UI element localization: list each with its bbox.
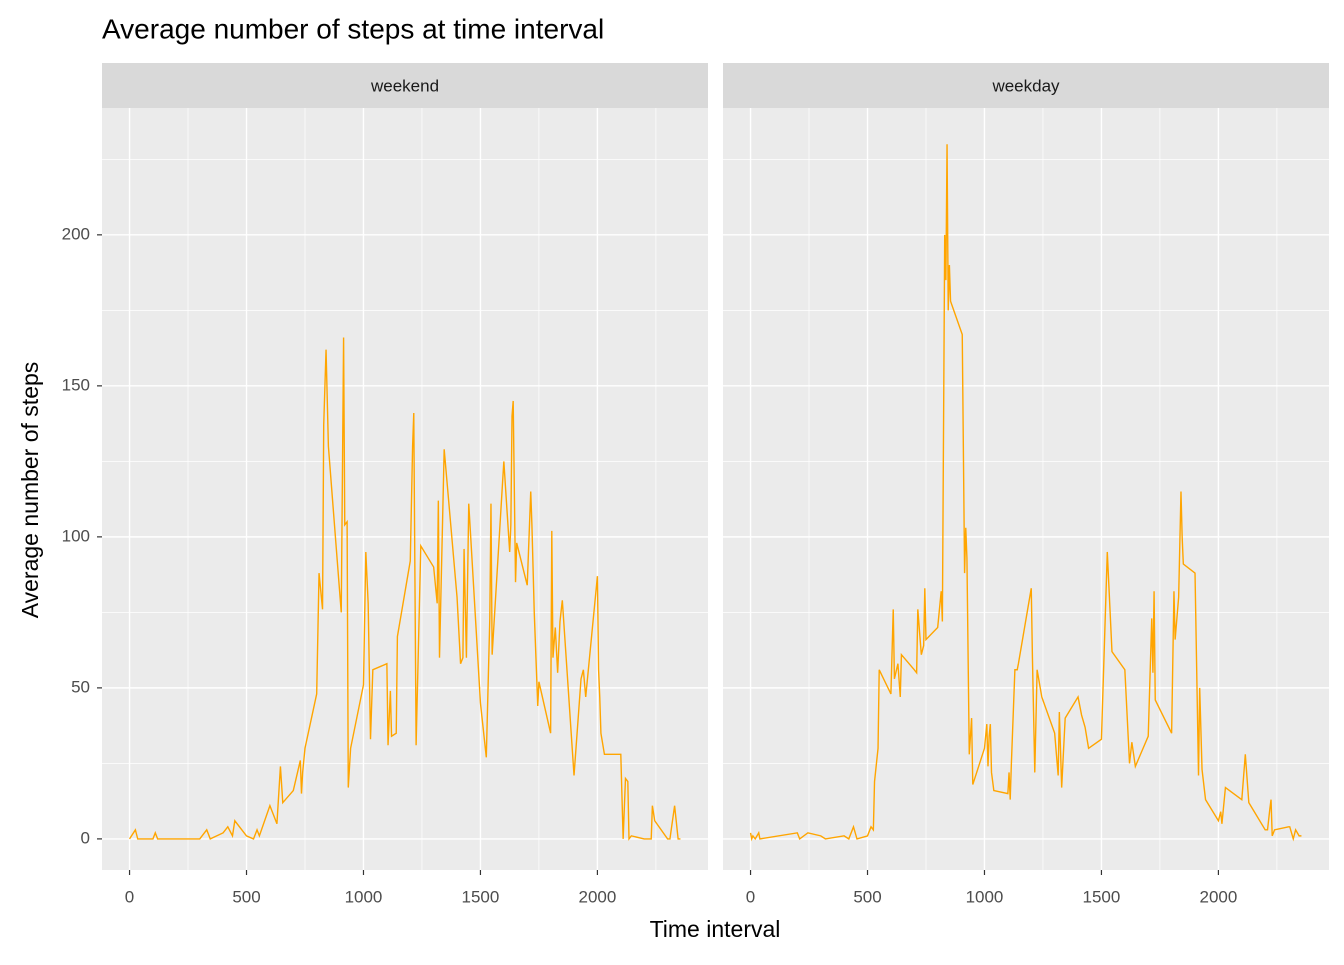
y-tick-label: 0 [81, 828, 90, 847]
x-tick-label: 1500 [1083, 887, 1121, 906]
y-tick-label: 150 [62, 375, 90, 394]
panel-background [102, 108, 708, 870]
data-line [128, 337, 681, 841]
x-tick-label: 2000 [1199, 887, 1237, 906]
y-tick-label: 50 [71, 677, 90, 696]
y-tick-label: 200 [62, 224, 90, 243]
strip-label: weekday [991, 76, 1060, 95]
x-tick-label: 0 [125, 887, 134, 906]
x-tick-label: 2000 [578, 887, 616, 906]
data-line [749, 144, 1302, 842]
x-tick-label: 1500 [462, 887, 500, 906]
strip [723, 63, 1329, 108]
x-tick-label: 1000 [966, 887, 1004, 906]
x-axis-title: Time interval [650, 916, 781, 942]
x-tick-label: 0 [746, 887, 755, 906]
x-tick-label: 500 [853, 887, 881, 906]
strip [102, 63, 708, 108]
x-tick-label: 1000 [345, 887, 383, 906]
panel-background [723, 108, 1329, 870]
y-tick-label: 100 [62, 526, 90, 545]
x-tick-label: 500 [232, 887, 260, 906]
y-axis-title: Average number of steps [17, 362, 43, 619]
chart-title: Average number of steps at time interval [102, 13, 604, 44]
strip-label: weekend [370, 76, 439, 95]
